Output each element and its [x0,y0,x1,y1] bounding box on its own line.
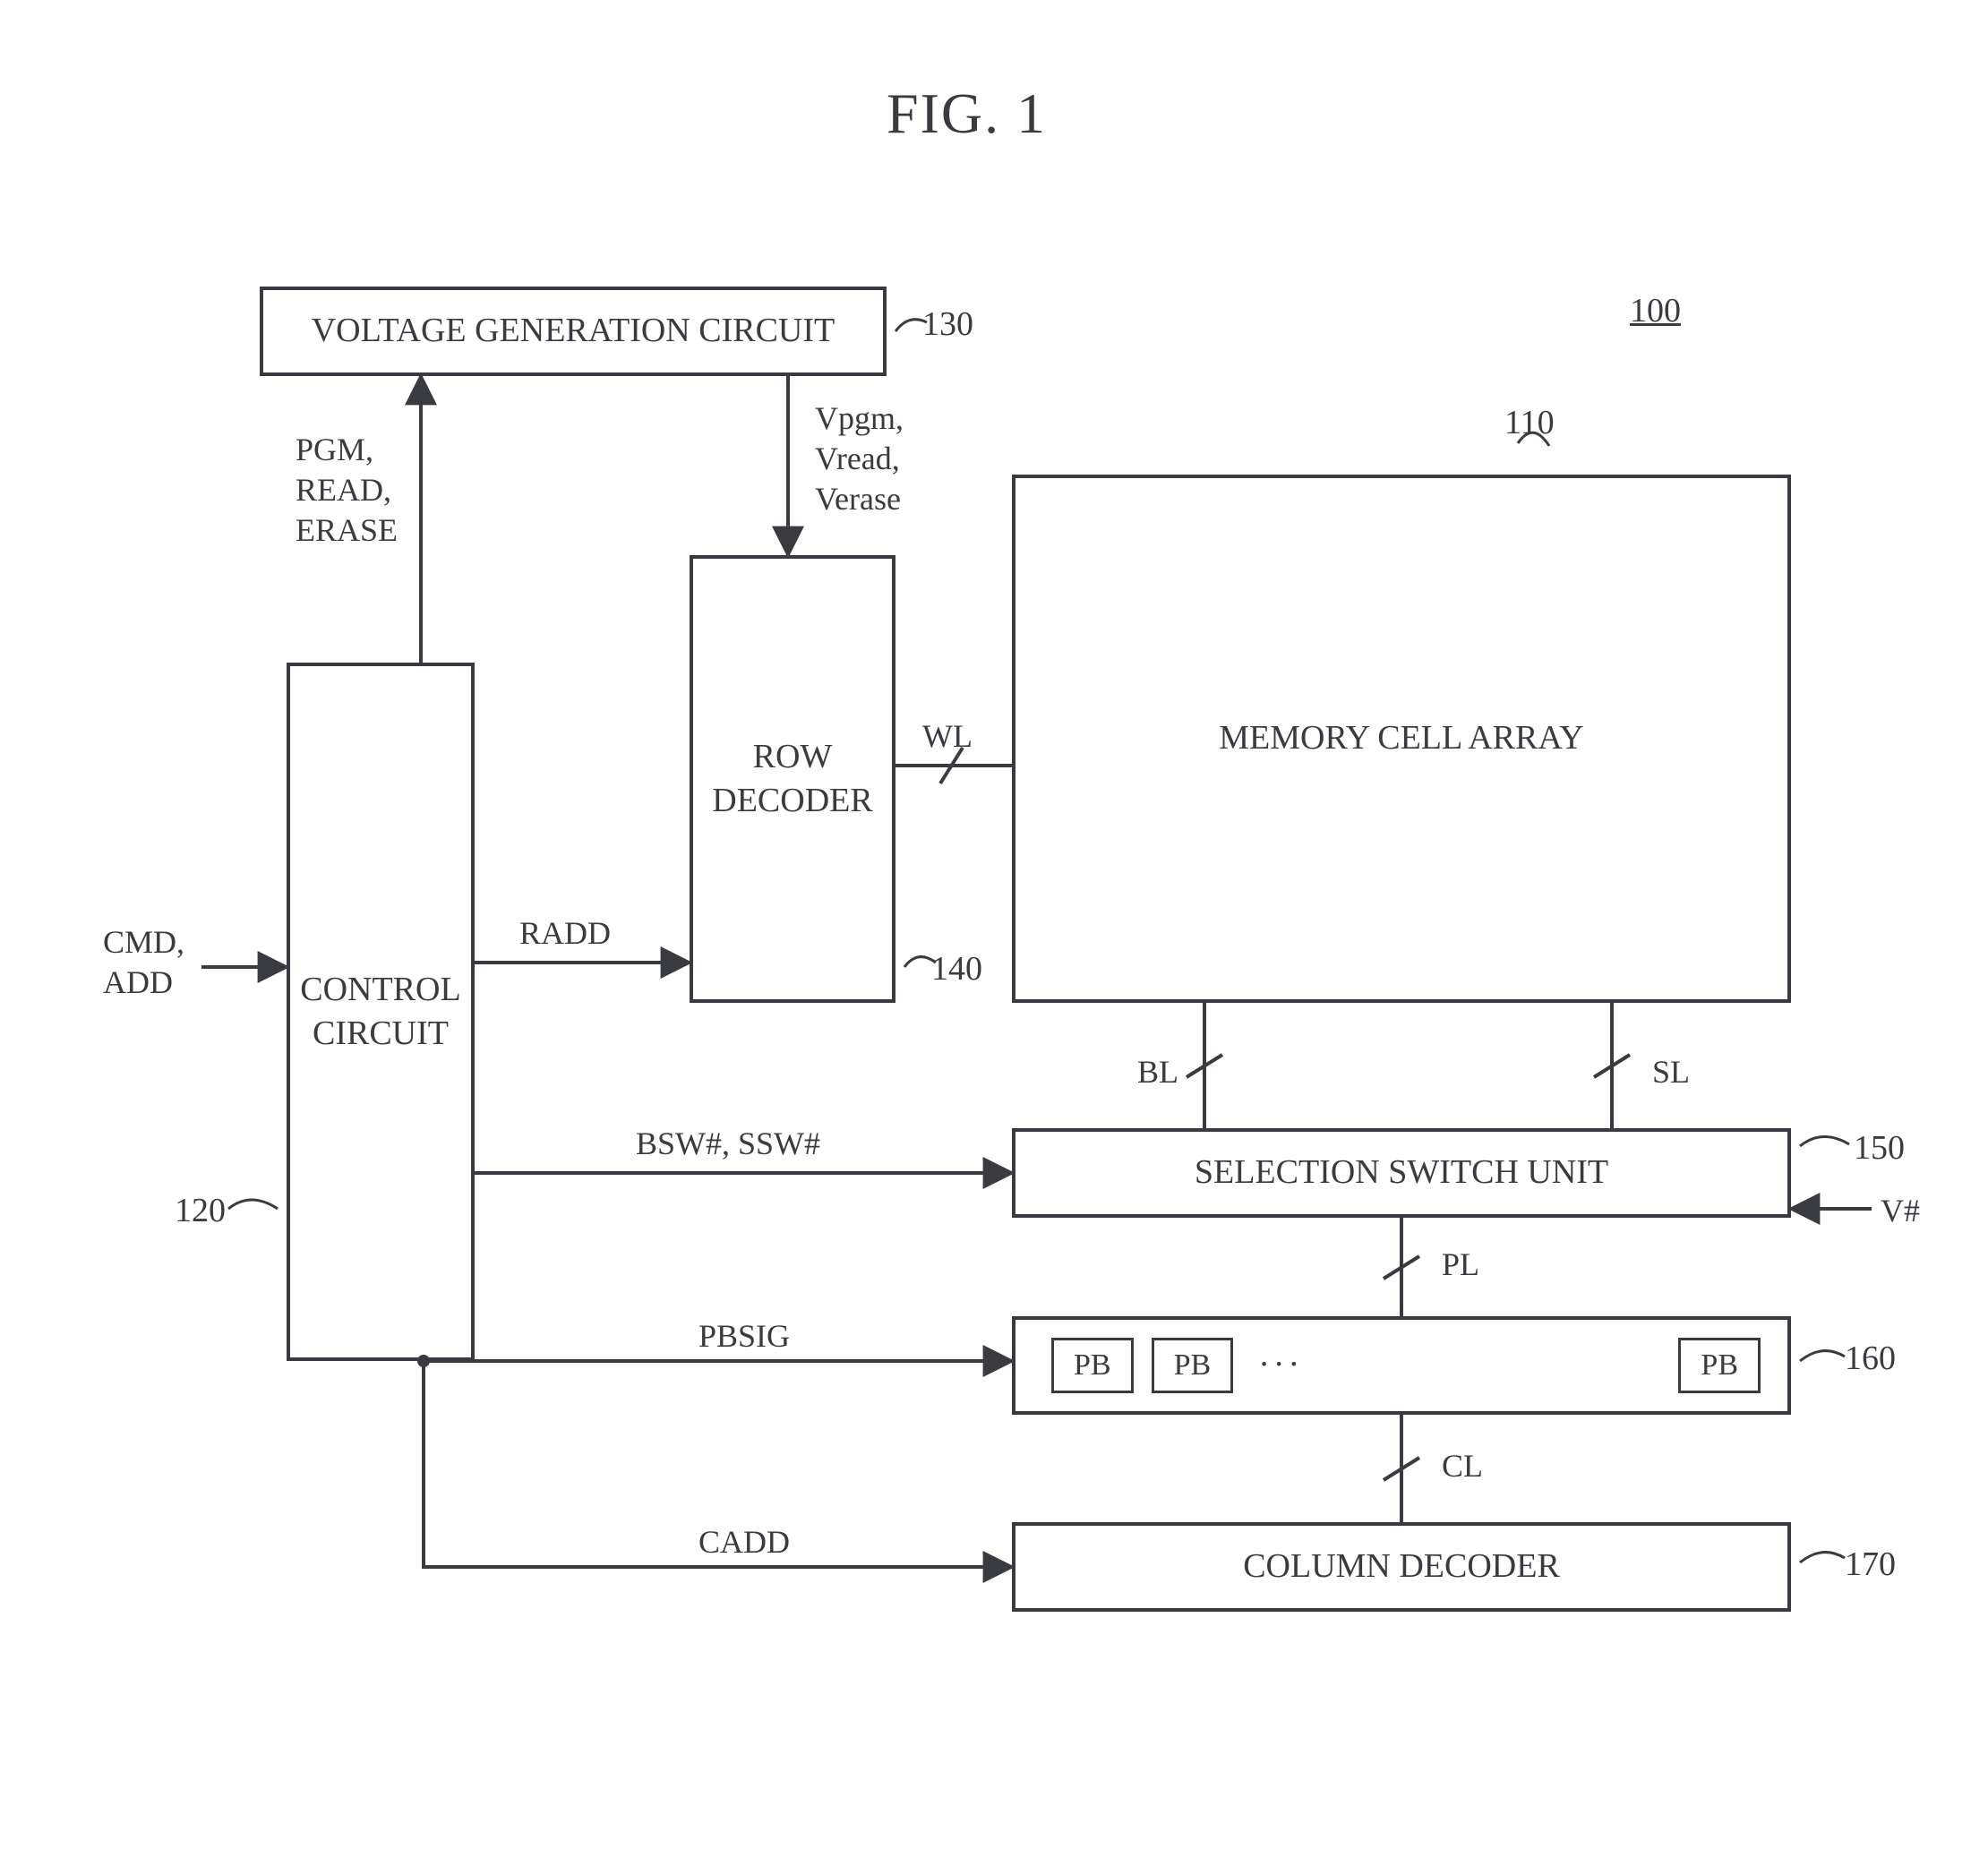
signal-bsw-ssw: BSW#, SSW# [636,1124,820,1164]
signal-pl: PL [1442,1245,1479,1285]
figure-title: FIG. 1 [887,81,1047,147]
signal-radd: RADD [519,913,611,954]
ref-110: 110 [1504,403,1555,442]
column-decoder-block: COLUMN DECODER [1012,1522,1791,1612]
signal-voltages: Vpgm, Vread, Verase [815,398,904,519]
control-circuit-block: CONTROL CIRCUIT [287,663,475,1361]
memory-cell-array-block: MEMORY CELL ARRAY [1012,475,1791,1003]
pb-cell: PB [1152,1338,1234,1393]
signal-cadd: CADD [698,1522,790,1562]
signal-wl: WL [922,716,973,757]
signal-bl: BL [1137,1052,1178,1092]
page-buffers-block: PB PB ··· PB [1012,1316,1791,1415]
voltage-generation-circuit-block: VOLTAGE GENERATION CIRCUIT [260,287,887,376]
ref-main: 100 [1630,291,1681,330]
ref-170: 170 [1845,1545,1896,1584]
signal-pgm-read-erase: PGM, READ, ERASE [296,430,398,551]
pb-ellipsis: ··· [1258,1343,1303,1387]
ref-130: 130 [922,304,973,344]
signal-cl: CL [1442,1446,1483,1486]
selection-switch-unit-block: SELECTION SWITCH UNIT [1012,1128,1791,1218]
pb-cell: PB [1678,1338,1761,1393]
pb-cell: PB [1051,1338,1134,1393]
ref-120: 120 [175,1191,226,1230]
ref-150: 150 [1854,1128,1905,1168]
signal-sl: SL [1652,1052,1690,1092]
row-decoder-block: ROW DECODER [690,555,895,1003]
ref-160: 160 [1845,1339,1896,1378]
signal-cmd-add: CMD, ADD [103,922,184,1003]
signal-pbsig: PBSIG [698,1316,790,1357]
ref-140: 140 [931,949,982,989]
signal-v-sharp: V# [1881,1191,1920,1231]
